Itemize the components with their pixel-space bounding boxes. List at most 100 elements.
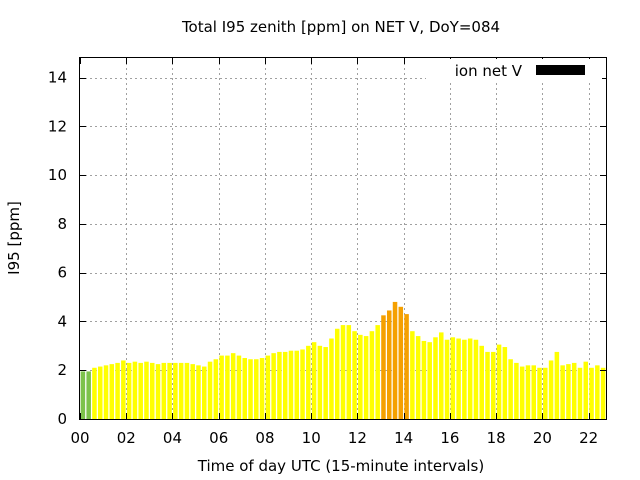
x-tick-label: 00	[70, 429, 89, 447]
chart-title: Total I95 zenith [ppm] on NET V, DoY=084	[181, 18, 500, 36]
x-tick-label: 10	[302, 429, 321, 447]
bar	[254, 359, 259, 419]
bar	[288, 350, 294, 419]
bar	[369, 331, 375, 419]
bar	[410, 331, 415, 419]
bar	[323, 347, 328, 419]
bar	[86, 371, 91, 419]
bar	[589, 367, 594, 419]
bar	[444, 339, 450, 419]
bar	[491, 351, 496, 419]
bar	[462, 339, 467, 419]
bar	[560, 365, 565, 419]
y-tick-label: 2	[57, 361, 67, 379]
bar	[277, 351, 282, 419]
bar	[566, 364, 571, 419]
bar	[600, 367, 606, 419]
bar	[202, 366, 207, 419]
bar	[138, 362, 143, 419]
x-tick-label: 08	[255, 429, 274, 447]
x-tick-label: 22	[579, 429, 598, 447]
bar	[404, 314, 409, 419]
bar	[496, 344, 502, 419]
bar	[537, 367, 542, 419]
y-tick-label: 14	[48, 69, 67, 87]
axis-ticks	[80, 58, 606, 420]
bar	[121, 360, 126, 419]
bar	[294, 350, 300, 419]
bar	[375, 325, 380, 419]
bar	[167, 362, 172, 419]
y-tick-label: 6	[57, 264, 67, 282]
bar	[259, 358, 265, 419]
bar	[427, 342, 432, 419]
bar	[306, 345, 311, 419]
bar	[519, 366, 525, 419]
bar	[352, 331, 357, 419]
bar	[329, 338, 334, 419]
bar	[248, 359, 253, 419]
bar	[178, 362, 184, 419]
bar	[161, 362, 167, 419]
bar	[300, 349, 305, 419]
plot-frame	[79, 57, 607, 420]
bar-series	[80, 301, 606, 419]
bar	[144, 361, 149, 419]
bar	[317, 345, 323, 419]
y-tick-label: 10	[48, 166, 67, 184]
bar	[97, 366, 103, 419]
bar	[479, 345, 484, 419]
legend-swatch	[536, 65, 585, 75]
bar	[184, 362, 190, 419]
bar	[334, 328, 340, 419]
x-tick-label: 06	[209, 429, 228, 447]
bar	[311, 342, 317, 419]
bar	[80, 371, 86, 419]
y-tick-label: 8	[57, 215, 67, 233]
y-axis-label: I95 [ppm]	[5, 201, 23, 275]
x-tick-label: 20	[533, 429, 552, 447]
bar	[514, 362, 519, 419]
bar	[381, 315, 386, 419]
bar	[236, 355, 242, 419]
bar	[115, 362, 120, 419]
bar	[346, 325, 352, 419]
bar	[230, 353, 236, 419]
bar	[150, 362, 155, 419]
bar	[271, 353, 276, 419]
x-tick-label: 02	[117, 429, 136, 447]
x-axis-label: Time of day UTC (15-minute intervals)	[197, 457, 484, 475]
bar	[450, 337, 456, 419]
y-tick-label: 12	[48, 117, 67, 135]
bar	[92, 367, 97, 419]
bar	[548, 360, 554, 419]
bar	[363, 336, 369, 419]
y-tick-label: 4	[57, 312, 67, 330]
bar	[392, 301, 398, 419]
bar	[155, 364, 161, 419]
bar	[225, 355, 230, 419]
y-tick-label: 0	[57, 410, 67, 428]
bar	[485, 351, 490, 419]
bar	[554, 351, 560, 419]
bar	[398, 306, 404, 419]
bar	[282, 351, 288, 419]
bar	[467, 338, 473, 419]
bar	[577, 367, 583, 419]
bar	[126, 362, 132, 419]
x-tick-label: 18	[487, 429, 506, 447]
bar	[473, 339, 479, 419]
bar	[340, 325, 346, 419]
legend-label: ion net V	[455, 62, 523, 80]
bar	[571, 362, 577, 419]
bar	[525, 365, 531, 419]
bar	[508, 359, 513, 419]
bar	[421, 340, 427, 419]
legend: ion net V	[426, 59, 602, 81]
bar	[531, 365, 536, 419]
bar	[196, 365, 201, 419]
x-tick-label: 12	[348, 429, 367, 447]
bar	[219, 355, 224, 419]
bar	[173, 362, 178, 419]
